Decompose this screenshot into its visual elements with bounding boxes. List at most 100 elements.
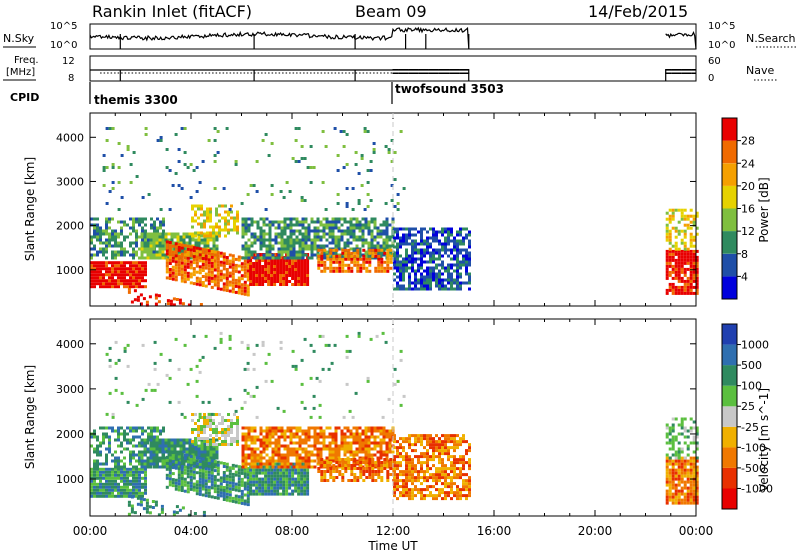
vel-cell-1101 bbox=[300, 471, 304, 475]
power-cell-1586 bbox=[382, 238, 386, 242]
power-cell-1413 bbox=[331, 226, 335, 230]
vel-cell-212 bbox=[105, 459, 108, 463]
power-cell-801 bbox=[222, 255, 226, 259]
vel-cell-2066 bbox=[441, 449, 444, 453]
vel-cell-668 bbox=[180, 462, 184, 465]
power-cell-433 bbox=[161, 238, 165, 242]
power-cell-830 bbox=[231, 269, 235, 273]
vel-cell-1632 bbox=[382, 441, 386, 445]
power-cell-202 bbox=[105, 247, 108, 251]
vel-cell-459 bbox=[167, 441, 171, 445]
power-cell-2648 bbox=[390, 199, 394, 202]
power-cell-1867 bbox=[411, 254, 414, 258]
vel-cell-2183 bbox=[465, 482, 468, 486]
power-cell-2264 bbox=[668, 270, 672, 274]
vel-cell-238 bbox=[117, 462, 120, 466]
vel-cell-379 bbox=[140, 438, 144, 442]
vel-cell-870 bbox=[237, 498, 241, 502]
vel-cell-1595 bbox=[370, 435, 374, 439]
power-cell-1197 bbox=[271, 244, 275, 248]
power-cell-1849 bbox=[408, 275, 411, 279]
power-cell-1142 bbox=[253, 232, 257, 236]
power-cell-1003 bbox=[282, 283, 286, 286]
power-cell-2542 bbox=[180, 187, 184, 190]
vel-cell-1309 bbox=[289, 429, 293, 433]
vel-cell-1203 bbox=[259, 426, 263, 430]
vel-cell-850 bbox=[231, 499, 235, 503]
power-cell-2268 bbox=[668, 255, 672, 259]
power-cell-1764 bbox=[389, 248, 393, 252]
vel-cell-1414 bbox=[319, 429, 323, 433]
power-cell-176 bbox=[93, 217, 96, 221]
power-cell-1205 bbox=[274, 232, 278, 236]
power-cell-854 bbox=[240, 292, 244, 296]
power-cell-2617 bbox=[345, 187, 349, 190]
power-cell-626 bbox=[177, 272, 181, 276]
power-cell-1759 bbox=[386, 248, 390, 252]
vel-cell-1306 bbox=[289, 438, 293, 442]
vel-cell-1403 bbox=[316, 426, 320, 430]
power-cell-8 bbox=[90, 261, 93, 265]
power-colorbar-label: Power [dB] bbox=[757, 177, 771, 242]
vel-cell-759 bbox=[204, 467, 208, 471]
power-cell-2457 bbox=[692, 238, 696, 242]
vel-cell-2160 bbox=[459, 458, 462, 462]
vel-cell-885 bbox=[240, 489, 244, 493]
power-cell-2141 bbox=[468, 275, 471, 279]
vel-cell-1940 bbox=[417, 473, 420, 477]
vel-cell-938 bbox=[255, 486, 259, 490]
vel-cell-526 bbox=[188, 438, 192, 442]
power-cell-2656 bbox=[396, 202, 400, 205]
power-cell-1297 bbox=[298, 220, 302, 224]
vel-cell-1312 bbox=[292, 453, 296, 457]
power-cell-2103 bbox=[459, 275, 462, 279]
vel-cell-195 bbox=[96, 447, 99, 451]
vel-cell-1252 bbox=[274, 441, 278, 445]
vel-cell-1682 bbox=[323, 476, 327, 479]
power-cell-2266 bbox=[668, 261, 672, 265]
vel-cell-1105 bbox=[303, 492, 307, 496]
vel-cell-2025 bbox=[435, 482, 438, 486]
vel-cell-1824 bbox=[393, 455, 396, 459]
power-cell-807 bbox=[225, 277, 229, 280]
vel-cell-401 bbox=[149, 453, 153, 457]
vel-cell-815 bbox=[222, 498, 226, 501]
vel-cell-874 bbox=[237, 483, 241, 487]
vel-cell-1110 bbox=[303, 477, 307, 481]
power-cell-2258 bbox=[665, 252, 669, 256]
power-cell-2595 bbox=[303, 199, 307, 202]
power-cell-1482 bbox=[352, 247, 356, 251]
vel-cell-1289 bbox=[283, 429, 287, 433]
power-cell-2626 bbox=[357, 172, 361, 175]
power-cell-792 bbox=[222, 288, 226, 292]
vel-cell-680 bbox=[183, 456, 187, 460]
vel-cell-70 bbox=[111, 488, 114, 492]
power-cell-2344 bbox=[686, 255, 690, 259]
vel-cell-1950 bbox=[420, 491, 423, 495]
power-cell-2415 bbox=[674, 241, 678, 245]
vel-cell-646 bbox=[174, 454, 178, 458]
power-cell-1374 bbox=[322, 250, 326, 254]
power-cell-884 bbox=[246, 266, 250, 270]
vel-cell-1349 bbox=[301, 438, 305, 442]
vel-cell-1738 bbox=[353, 464, 357, 467]
power-cell-1077 bbox=[303, 277, 307, 280]
vel-cell-1393 bbox=[313, 426, 317, 430]
power-cell-786 bbox=[219, 272, 223, 276]
power-cell-1255 bbox=[289, 247, 293, 251]
vel-cell-389 bbox=[146, 465, 150, 469]
power-cell-948 bbox=[264, 259, 268, 262]
power-cell-1467 bbox=[346, 226, 350, 230]
power-cell-1635 bbox=[323, 269, 327, 273]
vel-cell-950 bbox=[258, 483, 262, 487]
vel-cell-1957 bbox=[420, 461, 423, 465]
vel-cell-486 bbox=[176, 450, 180, 454]
vel-cell-488 bbox=[176, 441, 180, 445]
vel-cell-605 bbox=[215, 447, 219, 451]
vel-cell-236 bbox=[114, 429, 117, 433]
vel-cell-1503 bbox=[346, 450, 350, 454]
vel-cell-1566 bbox=[364, 450, 368, 454]
power-cell-2081 bbox=[456, 287, 459, 291]
power-cell-746 bbox=[207, 249, 211, 253]
power-cell-45 bbox=[105, 279, 108, 283]
